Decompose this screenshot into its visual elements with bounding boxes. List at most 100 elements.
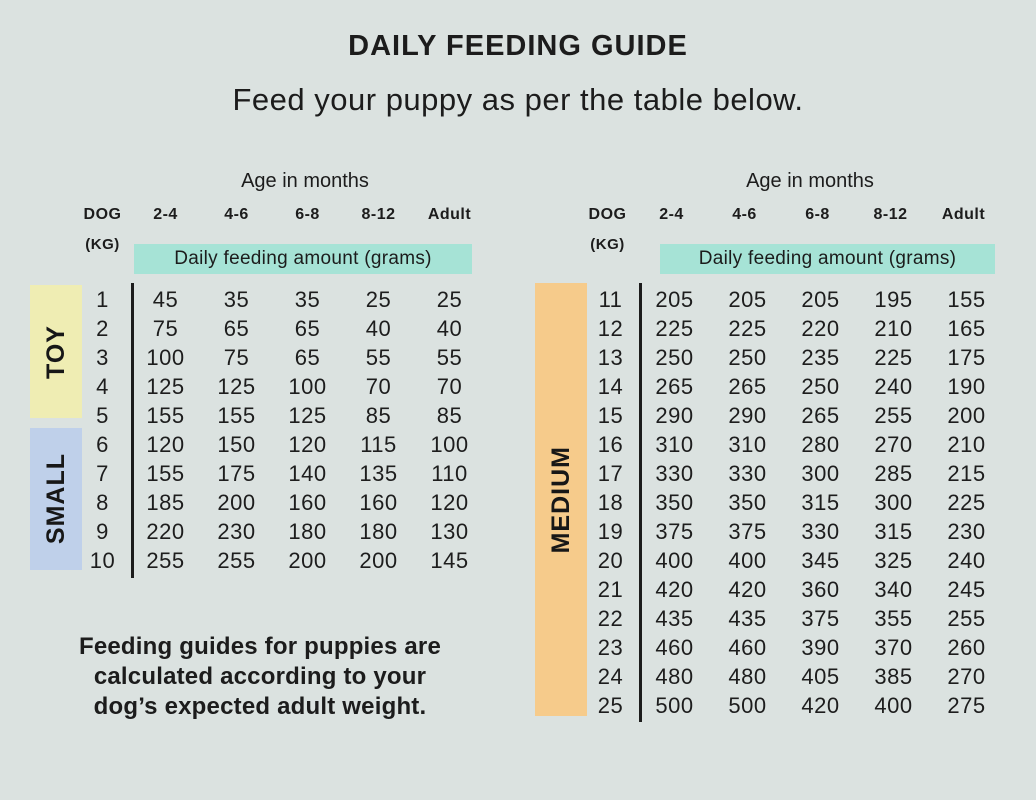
feeding-amount-value: 200 bbox=[947, 402, 986, 428]
feeding-amount-value: 500 bbox=[655, 692, 694, 718]
feeding-amount-value: 400 bbox=[655, 547, 694, 573]
table-row: 21 420 420 360 340 245 bbox=[535, 575, 1003, 604]
age-column-header: 4-6 bbox=[224, 206, 249, 223]
table-row: 20 400 400 345 325 240 bbox=[535, 546, 1003, 575]
dog-kg-value: 16 bbox=[597, 431, 624, 457]
feeding-amount-value: 290 bbox=[728, 402, 767, 428]
feeding-amount-value: 385 bbox=[874, 663, 913, 689]
table-row: 10 255 255 200 200 145 bbox=[30, 546, 485, 575]
feeding-amount-value: 55 bbox=[365, 344, 392, 370]
feeding-amount-value: 265 bbox=[728, 373, 767, 399]
kg-unit-label: (KG) bbox=[85, 236, 120, 253]
feeding-amount-value: 300 bbox=[801, 460, 840, 486]
feeding-amount-value: 155 bbox=[217, 402, 256, 428]
feeding-amount-value: 285 bbox=[874, 460, 913, 486]
medium-size-band: MEDIUM bbox=[535, 283, 587, 716]
dog-kg-value: 21 bbox=[597, 576, 624, 602]
feeding-amount-value: 135 bbox=[359, 460, 398, 486]
feeding-amount-value: 280 bbox=[801, 431, 840, 457]
feeding-amount-value: 435 bbox=[655, 605, 694, 631]
feeding-amount-value: 330 bbox=[655, 460, 694, 486]
daily-amount-highlight: Daily feeding amount (grams) bbox=[660, 244, 995, 274]
feeding-amount-value: 100 bbox=[146, 344, 185, 370]
feeding-amount-value: 300 bbox=[874, 489, 913, 515]
table-row: 15 290 290 265 255 200 bbox=[535, 401, 1003, 430]
age-column-header: 8-12 bbox=[873, 206, 908, 223]
feeding-amount-value: 240 bbox=[874, 373, 913, 399]
feeding-amount-value: 115 bbox=[360, 431, 397, 457]
feeding-amount-value: 160 bbox=[359, 489, 398, 515]
feeding-amount-value: 325 bbox=[874, 547, 913, 573]
feeding-amount-value: 35 bbox=[223, 286, 250, 312]
dog-kg-value: 12 bbox=[597, 315, 624, 341]
feeding-amount-value: 120 bbox=[146, 431, 185, 457]
feeding-amount-value: 400 bbox=[874, 692, 913, 718]
age-column-header: 2-4 bbox=[153, 206, 178, 223]
feeding-amount-value: 155 bbox=[947, 286, 986, 312]
feeding-amount-value: 230 bbox=[217, 518, 256, 544]
feeding-amount-value: 275 bbox=[947, 692, 986, 718]
dog-kg-value: 2 bbox=[96, 315, 109, 341]
feeding-amount-value: 125 bbox=[217, 373, 256, 399]
feeding-amount-value: 250 bbox=[655, 344, 694, 370]
feeding-amount-value: 230 bbox=[947, 518, 986, 544]
dog-kg-value: 25 bbox=[597, 692, 624, 718]
feeding-amount-value: 405 bbox=[801, 663, 840, 689]
age-column-header: Adult bbox=[427, 206, 472, 223]
footer-line: calculated according to your bbox=[93, 663, 427, 690]
feeding-amount-value: 420 bbox=[728, 576, 767, 602]
feeding-amount-value: 180 bbox=[288, 518, 327, 544]
age-column-header: 6-8 bbox=[295, 206, 320, 223]
feeding-amount-value: 245 bbox=[947, 576, 986, 602]
feeding-amount-value: 345 bbox=[801, 547, 840, 573]
feeding-amount-value: 205 bbox=[728, 286, 767, 312]
dog-kg-value: 24 bbox=[597, 663, 624, 689]
feeding-amount-value: 40 bbox=[436, 315, 463, 341]
feeding-amount-value: 350 bbox=[728, 489, 767, 515]
table-row: 6 120 150 120 115 100 bbox=[30, 430, 485, 459]
dog-kg-value: 9 bbox=[96, 518, 109, 544]
feeding-amount-value: 165 bbox=[947, 315, 986, 341]
dog-kg-value: 3 bbox=[96, 344, 109, 370]
feeding-amount-value: 140 bbox=[288, 460, 327, 486]
feeding-amount-value: 205 bbox=[801, 286, 840, 312]
feeding-amount-value: 310 bbox=[655, 431, 694, 457]
dog-kg-value: 10 bbox=[89, 547, 116, 573]
feeding-amount-value: 70 bbox=[365, 373, 392, 399]
table-row: 17 330 330 300 285 215 bbox=[535, 459, 1003, 488]
feeding-amount-value: 45 bbox=[152, 286, 179, 312]
table-divider-line bbox=[131, 283, 134, 578]
dog-kg-value: 20 bbox=[597, 547, 624, 573]
age-in-months-label: Age in months bbox=[241, 170, 369, 192]
feeding-amount-value: 265 bbox=[801, 402, 840, 428]
feeding-amount-value: 210 bbox=[947, 431, 986, 457]
dog-column-header: DOG bbox=[83, 206, 122, 223]
feeding-amount-value: 250 bbox=[728, 344, 767, 370]
table-body: 11 205 205 205 195 155 12 225 225 220 210 165 13 250 2… bbox=[535, 285, 1003, 720]
feeding-table-toy-small: Age in months DOG 2-4 4-6 6-8 8-12 Adult… bbox=[30, 170, 505, 730]
table-row: 4 125 125 100 70 70 bbox=[30, 372, 485, 401]
dog-kg-value: 15 bbox=[597, 402, 624, 428]
feeding-amount-value: 340 bbox=[874, 576, 913, 602]
feeding-amount-value: 255 bbox=[217, 547, 256, 573]
table-row: 3 100 75 65 55 55 bbox=[30, 343, 485, 372]
table-row: 19 375 375 330 315 230 bbox=[535, 517, 1003, 546]
dog-kg-value: 7 bbox=[96, 460, 109, 486]
feeding-table-medium: Age in months DOG 2-4 4-6 6-8 8-12 Adult… bbox=[535, 170, 1010, 730]
table-row: 1 45 35 35 25 25 bbox=[30, 285, 485, 314]
feeding-amount-value: 110 bbox=[431, 460, 468, 486]
feeding-amount-value: 35 bbox=[294, 286, 321, 312]
feeding-amount-value: 195 bbox=[874, 286, 913, 312]
table-row: 16 310 310 280 270 210 bbox=[535, 430, 1003, 459]
age-in-months-label: Age in months bbox=[746, 170, 874, 192]
feeding-amount-value: 255 bbox=[874, 402, 913, 428]
feeding-amount-value: 220 bbox=[801, 315, 840, 341]
dog-kg-value: 17 bbox=[597, 460, 624, 486]
feeding-amount-value: 150 bbox=[217, 431, 256, 457]
feeding-amount-value: 145 bbox=[430, 547, 469, 573]
feeding-amount-value: 355 bbox=[874, 605, 913, 631]
feeding-amount-value: 375 bbox=[801, 605, 840, 631]
column-header-row: DOG 2-4 4-6 6-8 8-12 Adult bbox=[30, 206, 485, 224]
feeding-amount-value: 375 bbox=[655, 518, 694, 544]
feeding-amount-value: 120 bbox=[430, 489, 469, 515]
